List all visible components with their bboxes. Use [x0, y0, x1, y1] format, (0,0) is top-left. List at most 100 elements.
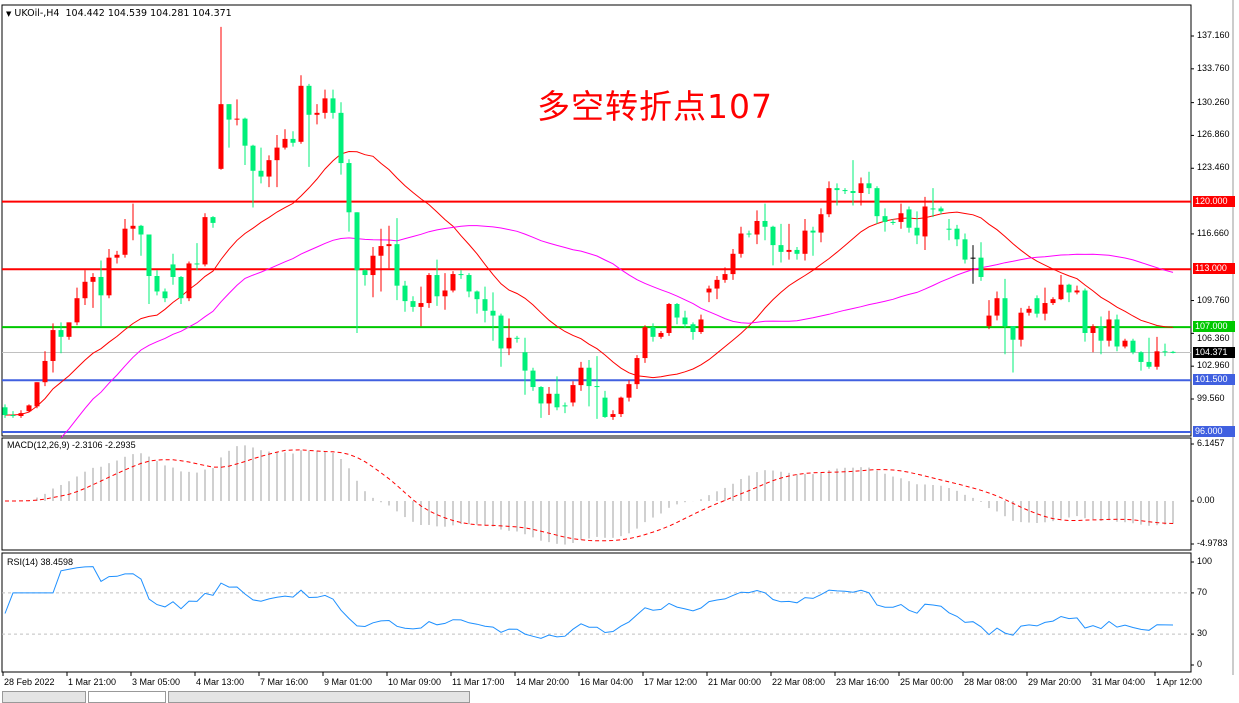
candle-bull: [738, 233, 744, 254]
candle-bear: [194, 263, 200, 265]
chart-tab-1[interactable]: [2, 691, 86, 703]
candle-bull: [114, 254, 120, 258]
candle-bear: [242, 118, 248, 146]
time-tick-label: 31 Mar 04:00: [1092, 677, 1146, 687]
candle-bear: [594, 386, 600, 388]
candle-bear: [434, 275, 440, 297]
candle-bear: [226, 104, 232, 120]
candle-bear: [674, 304, 680, 318]
time-tick-label: 10 Mar 09:00: [388, 677, 442, 687]
candle-bear: [1170, 351, 1176, 353]
candle-bull: [282, 138, 288, 148]
candle-bear: [690, 324, 696, 333]
chart-tab-3[interactable]: [168, 691, 470, 703]
candle-bull: [634, 358, 640, 385]
candle-bear: [250, 145, 256, 171]
price-tick-label: 102.960: [1197, 360, 1230, 371]
candle-bear: [882, 216, 888, 222]
ma-fast-line: [5, 150, 1174, 416]
candle-bear: [338, 112, 344, 164]
ohlc-readout: 104.442 104.539 104.281 104.371: [65, 8, 232, 19]
rsi-axis-label: 100: [1197, 556, 1213, 566]
symbol-label: UKOil-,H4: [14, 8, 60, 19]
candle-bull: [826, 188, 832, 215]
candle-bull: [1018, 312, 1024, 340]
candle-bull: [130, 225, 136, 229]
candle-bull: [722, 274, 728, 280]
level-price-tag: 101.500: [1193, 374, 1235, 386]
candle-bear: [402, 285, 408, 302]
candle-bull: [186, 263, 192, 299]
candle-bull: [418, 303, 424, 307]
macd-axis-label: -4.9783: [1197, 538, 1228, 548]
candle-bear: [482, 299, 488, 311]
candle-bear: [946, 228, 952, 230]
level-price-tag: 107.000: [1193, 321, 1235, 333]
candle-bull: [714, 279, 720, 289]
candle-bull: [898, 213, 904, 222]
candle-bear: [1138, 352, 1144, 362]
candle-bull: [298, 85, 304, 142]
time-tick-label: 28 Feb 2022: [4, 677, 55, 687]
candle-bull: [74, 298, 80, 323]
candle-bear: [458, 274, 464, 276]
candle-bull: [730, 253, 736, 275]
time-tick-label: 3 Mar 05:00: [132, 677, 181, 687]
rsi-line: [4, 566, 1174, 639]
chart-title: ▼ UKOil-,H4 104.442 104.539 104.281 104.…: [6, 8, 232, 19]
candle-bull: [122, 228, 128, 255]
candle-bull: [34, 382, 40, 407]
level-price-tag: 96.000: [1193, 426, 1235, 437]
candle-bear: [770, 226, 776, 246]
candle-bear: [346, 163, 352, 213]
candle-bull: [26, 405, 32, 412]
candle-bull: [698, 319, 704, 333]
candle-bull: [658, 332, 664, 337]
candle-bear: [178, 276, 184, 299]
time-tick-label: 9 Mar 01:00: [324, 677, 373, 687]
candle-bull: [818, 214, 824, 233]
time-tick-label: 22 Mar 08:00: [772, 677, 826, 687]
macd-axis-label: 6.1457: [1197, 438, 1225, 448]
candle-bear: [850, 191, 856, 193]
candle-bull: [922, 206, 928, 237]
triangle-down-icon[interactable]: ▼: [6, 10, 12, 18]
candle-bear: [1066, 284, 1072, 293]
candle-bear: [914, 227, 920, 236]
candle-bear: [362, 270, 368, 276]
candle-bear: [138, 225, 144, 235]
candle-bear: [10, 415, 16, 417]
candle-bear: [290, 138, 296, 143]
time-tick-label: 25 Mar 00:00: [900, 677, 954, 687]
candle-bear: [162, 291, 168, 299]
time-tick-label: 14 Mar 20:00: [516, 677, 570, 687]
candle-bull: [82, 281, 88, 299]
annotation-text: 多空转折点107: [537, 87, 773, 126]
candle-bull: [66, 322, 72, 337]
macd-signal-line: [5, 449, 1174, 542]
candle-bull: [1154, 351, 1160, 367]
price-tick-label: 116.660: [1197, 227, 1229, 238]
candle-bear: [810, 230, 816, 233]
candle-bear: [602, 397, 608, 417]
candle-bear: [306, 85, 312, 115]
candle-bear: [354, 212, 360, 271]
price-tick-label: 106.360: [1197, 333, 1230, 344]
candle-bull: [1026, 308, 1032, 313]
candle-bear: [970, 257, 976, 259]
candle-bear: [562, 405, 568, 407]
time-tick-label: 21 Mar 00:00: [708, 677, 762, 687]
candle-bear: [466, 275, 472, 292]
candle-bear: [554, 393, 560, 408]
candle-bear: [154, 276, 160, 292]
candle-bull: [42, 360, 48, 383]
time-tick-label: 11 Mar 17:00: [452, 677, 505, 687]
time-tick-label: 4 Mar 13:00: [196, 677, 245, 687]
candle-bear: [474, 291, 480, 300]
time-tick-label: 29 Mar 20:00: [1028, 677, 1082, 687]
candle-bear: [842, 190, 848, 192]
candle-bear: [210, 217, 216, 223]
candle-bear: [490, 310, 496, 316]
chart-tab-2-active[interactable]: [88, 691, 166, 703]
